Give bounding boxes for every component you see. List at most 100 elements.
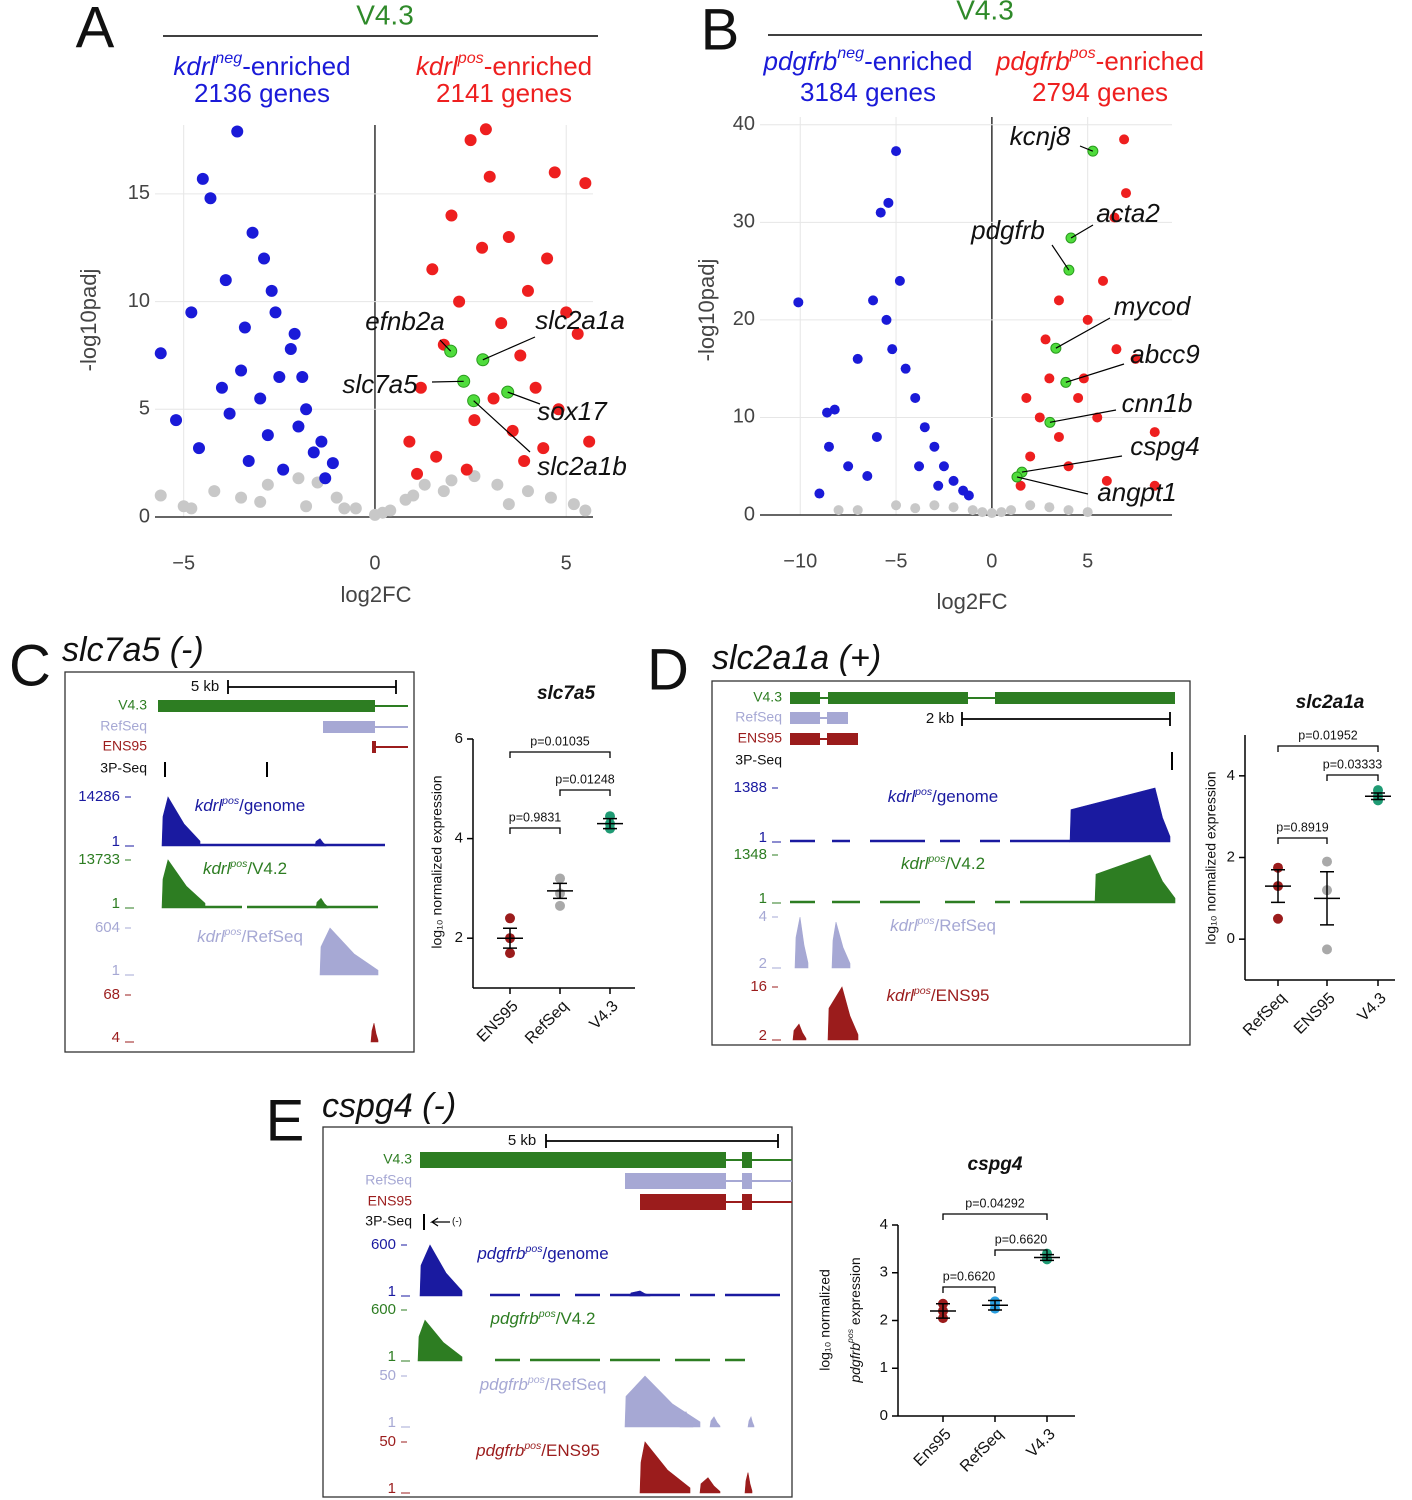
gene-model	[376, 746, 408, 748]
coverage-peak	[679, 1411, 694, 1428]
gene-model	[726, 1180, 742, 1182]
point	[833, 505, 844, 516]
y-tick-label: 20	[733, 308, 755, 330]
leader-line	[1051, 244, 1070, 271]
y-tick-label: 15	[128, 182, 150, 204]
bracket	[1326, 774, 1379, 781]
point	[411, 467, 424, 480]
track-min: 1	[388, 1348, 396, 1365]
point	[1322, 856, 1332, 867]
point	[208, 485, 221, 498]
gene-model	[752, 1201, 792, 1203]
gene-model	[752, 1180, 792, 1182]
point	[514, 349, 527, 362]
y-tick-label: 1	[880, 1359, 888, 1376]
track-max: 600	[371, 1236, 396, 1253]
gene-model	[827, 712, 848, 724]
leader-line	[1055, 317, 1111, 349]
annotation-label: 3P-Seq	[365, 1213, 412, 1229]
point	[579, 504, 592, 517]
point	[219, 274, 232, 287]
point	[843, 461, 854, 472]
coverage-peak	[161, 796, 201, 847]
y-axis-label: pdgfrbpos expression	[845, 1257, 862, 1383]
track-min: 1	[388, 1414, 396, 1431]
chart-title: V4.3	[356, 0, 414, 30]
point	[910, 503, 921, 514]
y-tick-label: 4	[880, 1216, 888, 1233]
point	[1121, 188, 1132, 199]
gene-model	[420, 1152, 726, 1168]
gene-model	[828, 692, 968, 704]
browser-frame	[64, 671, 415, 1053]
track-label-rest: /ENS95	[541, 1441, 600, 1460]
track-max: 1388	[734, 779, 767, 796]
gene-title: cspg4 (-)	[322, 1087, 456, 1125]
panel-letter: D	[647, 637, 689, 702]
group-label: kdrlpos-enriched	[416, 49, 592, 81]
point	[269, 306, 282, 319]
point	[986, 508, 997, 519]
track-label-rest: /V4.2	[556, 1309, 596, 1328]
track-label-rest: /RefSeq	[545, 1375, 606, 1394]
point	[445, 474, 458, 487]
error-bar	[988, 1299, 1002, 1311]
point	[407, 489, 420, 502]
point	[1322, 944, 1332, 955]
group-count: 2794 genes	[1032, 77, 1168, 107]
point	[862, 470, 873, 481]
track-label-sup: pos	[223, 926, 242, 938]
point	[223, 407, 236, 420]
point	[376, 506, 389, 519]
gene-model	[790, 712, 820, 724]
point	[505, 948, 515, 959]
y-axis-label-gene: pdgfrb	[847, 1343, 863, 1384]
point	[541, 252, 554, 265]
point	[1109, 212, 1120, 223]
bracket	[509, 751, 611, 758]
point	[871, 431, 882, 442]
x-tick-label: ENS95	[1291, 990, 1339, 1038]
track-label-gene: pdgfrb	[475, 1441, 524, 1460]
track-label-gene: pdgfrb	[479, 1375, 528, 1394]
point	[1149, 427, 1160, 438]
gene-label: slc2a1b	[537, 451, 627, 481]
point	[506, 424, 519, 437]
point	[891, 146, 902, 157]
track-label-gene: kdrl	[203, 859, 232, 878]
track-min: 1	[112, 962, 120, 979]
point	[414, 381, 427, 394]
coverage-peak	[314, 838, 327, 847]
coverage-peak	[709, 1416, 721, 1428]
coverage-peak	[370, 1023, 379, 1043]
y-tick-label: 10	[733, 406, 755, 428]
group-label-rest: -enriched	[1096, 46, 1204, 76]
point	[265, 284, 278, 297]
point	[967, 505, 978, 516]
point	[555, 900, 565, 911]
point	[246, 226, 259, 239]
scale-bar	[961, 712, 1171, 726]
y-axis-label: -log10padj	[76, 269, 101, 372]
track-min: 1	[112, 833, 120, 850]
track-max: 600	[371, 1301, 396, 1318]
track-label-gene: kdrl	[195, 796, 224, 815]
point	[288, 327, 301, 340]
gene-label: mycod	[1114, 291, 1192, 321]
point	[261, 429, 274, 442]
error-bar	[603, 817, 617, 830]
coverage-peak	[1094, 854, 1176, 904]
point	[338, 502, 351, 515]
gene-model	[742, 1173, 752, 1189]
point	[483, 170, 496, 183]
point	[1006, 505, 1017, 516]
error-bar	[503, 927, 517, 949]
track-label: kdrlpos/ENS95	[887, 985, 990, 1006]
leader-line	[1065, 363, 1125, 383]
track-label-rest: /RefSeq	[241, 927, 302, 946]
coverage-peak	[744, 1472, 753, 1494]
track-label-gene: kdrl	[890, 916, 919, 935]
point	[852, 505, 863, 516]
group-label-sup: neg	[837, 44, 864, 62]
